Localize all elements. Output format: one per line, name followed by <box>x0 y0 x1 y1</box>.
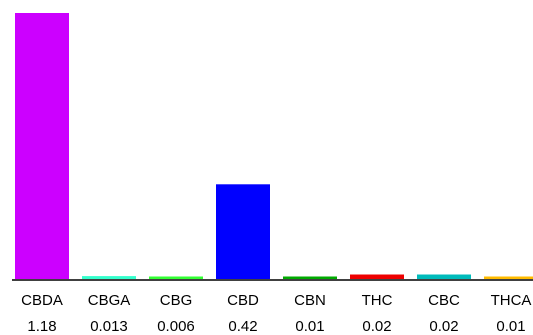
category-label-cbn: CBN <box>294 292 326 309</box>
value-label-cbg: 0.006 <box>157 318 195 335</box>
value-label-cbda: 1.18 <box>27 318 56 335</box>
category-label-cbc: CBC <box>428 292 460 309</box>
bar-cbn <box>283 276 337 279</box>
category-label-cbda: CBDA <box>21 292 63 309</box>
value-label-thca: 0.01 <box>496 318 525 335</box>
value-label-cbc: 0.02 <box>429 318 458 335</box>
bar-cbda <box>15 13 69 279</box>
category-label-cbd: CBD <box>227 292 259 309</box>
bar-cbd <box>216 184 270 279</box>
value-label-cbn: 0.01 <box>295 318 324 335</box>
bar-cbga <box>82 276 136 279</box>
category-label-cbga: CBGA <box>88 292 131 309</box>
category-labels: CBDA CBGA CBG CBD CBN THC CBC THCA <box>21 292 531 309</box>
value-label-thc: 0.02 <box>362 318 391 335</box>
category-label-thca: THCA <box>491 292 532 309</box>
value-labels: 1.18 0.013 0.006 0.42 0.01 0.02 0.02 0.01 <box>27 318 525 335</box>
bar-thca <box>484 276 533 279</box>
bar-cbc <box>417 274 471 279</box>
bars-group <box>15 13 533 279</box>
value-label-cbga: 0.013 <box>90 318 128 335</box>
category-label-thc: THC <box>362 292 393 309</box>
category-label-cbg: CBG <box>160 292 193 309</box>
value-label-cbd: 0.42 <box>228 318 257 335</box>
bar-thc <box>350 274 404 279</box>
bar-cbg <box>149 276 203 279</box>
